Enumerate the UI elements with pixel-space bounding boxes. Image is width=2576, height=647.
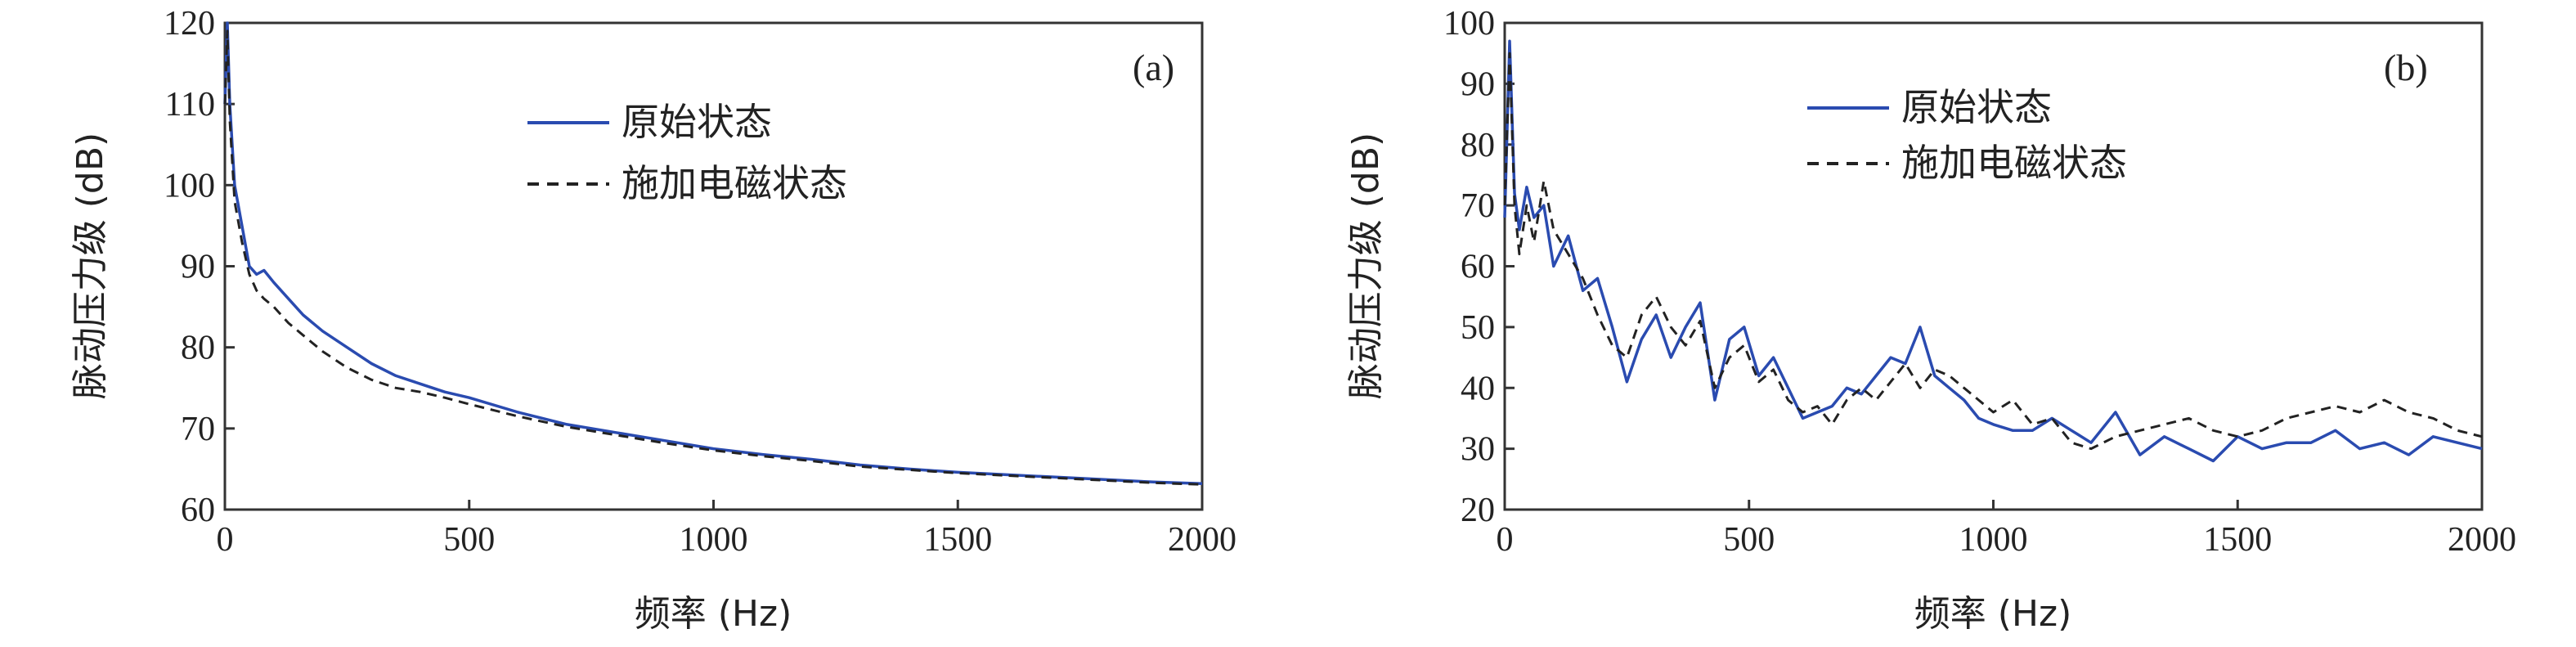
x-tick-label-b: 0 [1497,521,1514,559]
series-line-original-a [223,21,1203,486]
y-tick-label-b: 60 [1461,249,1495,286]
plot-frame-a [223,21,1204,511]
y-tick-label-a: 70 [181,411,215,448]
panel-label-a: (a) [1133,47,1174,88]
y-tick-label-a: 90 [181,249,215,286]
y-tick-label-b: 100 [1443,5,1495,43]
y-tick-label-a: 120 [164,5,215,43]
y-tick-label-b: 90 [1461,65,1495,103]
x-tick-label-b: 2000 [2448,521,2516,559]
y-tick-label-b: 70 [1461,187,1495,225]
axis-ticks-a: 0 500 1000 1500 2000 60 70 80 90 100 110 120 [164,5,1236,559]
y-tick-label-b: 40 [1461,370,1495,407]
x-tick-label-b: 1500 [2203,521,2272,559]
series-line-electromagnetic-a [223,29,1203,486]
y-axis-title-b: 脉动压力级 (dB) [1345,133,1387,399]
y-tick-label-a: 60 [181,492,215,529]
x-axis-title-b: 频率 (Hz) [1914,593,2072,635]
x-tick-label-a: 1000 [680,521,748,559]
y-tick-label-b: 30 [1461,431,1495,469]
chart-panel-a: 0 500 1000 1500 2000 60 70 80 90 100 110 120 (a) 原始… [70,5,1236,635]
y-tick-label-b: 50 [1461,309,1495,347]
series-line-original-b [1503,39,2483,463]
y-tick-label-b: 20 [1461,492,1495,529]
series-line-electromagnetic-b [1503,52,2483,451]
y-tick-label-a: 110 [165,86,215,124]
x-tick-label-a: 1500 [923,521,992,559]
legend-label-original-a: 原始状态 [622,100,772,144]
y-tick-label-b: 80 [1461,127,1495,164]
legend-label-original-b: 原始状态 [1901,85,2052,129]
x-tick-label-a: 500 [443,521,495,559]
legend-label-em-b: 施加电磁状态 [1901,141,2127,185]
series-group-b [1503,39,2483,463]
legend-b: 原始状态 施加电磁状态 [1807,85,2127,185]
x-tick-label-a: 2000 [1168,521,1236,559]
x-axis-title-a: 频率 (Hz) [635,593,792,635]
axis-ticks-b: 0 500 1000 1500 2000 20 30 40 50 60 70 80 90 100 [1443,5,2516,559]
panel-label-b: (b) [2384,47,2428,88]
legend-label-em-a: 施加电磁状态 [622,161,847,205]
x-tick-label-a: 0 [217,521,234,559]
x-tick-label-b: 1000 [1959,521,2028,559]
y-tick-label-a: 100 [164,167,215,204]
y-axis-title-a: 脉动压力级 (dB) [70,133,111,399]
legend-a: 原始状态 施加电磁状态 [527,100,847,205]
x-tick-label-b: 500 [1723,521,1775,559]
y-tick-label-a: 80 [181,330,215,367]
series-group-a [223,21,1203,486]
